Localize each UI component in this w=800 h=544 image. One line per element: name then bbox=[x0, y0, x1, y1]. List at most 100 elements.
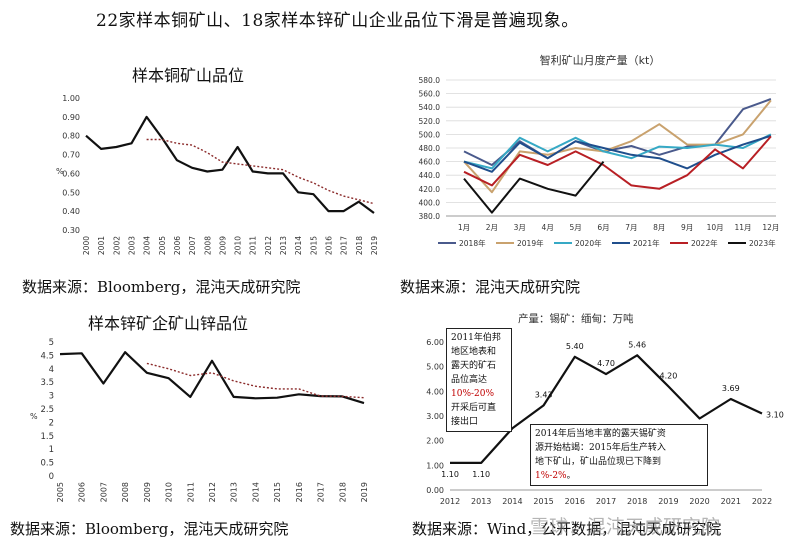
x-tick-label: 2021 bbox=[721, 497, 741, 506]
x-tick-label: 2016 bbox=[295, 482, 304, 502]
x-tick-label: 2011 bbox=[186, 482, 195, 502]
x-tick-label: 12月 bbox=[762, 223, 779, 232]
y-axis-label: % bbox=[56, 167, 64, 176]
x-tick-label: 2016 bbox=[565, 497, 585, 506]
y-axis-label: % bbox=[30, 412, 38, 421]
legend-label: 2019年 bbox=[517, 238, 544, 248]
y-tick-label: 0.80 bbox=[62, 132, 80, 141]
copper-grade-chart: 1.00 0.90 0.80 0.70 0.60 0.50 0.40 0.30% 2000 200… bbox=[56, 94, 379, 255]
watermark: 雪球：混沌天成研究院 bbox=[530, 516, 721, 538]
myanmar-tin-chart: 产量：锡矿：缅甸：万吨 6.00 5.00 4.00 3.00 2.00 1.00 0.00 2… bbox=[426, 312, 784, 506]
x-tick-label: 2016 bbox=[325, 236, 334, 255]
y-tick-label: 0.40 bbox=[62, 207, 80, 216]
x-tick-label: 4月 bbox=[542, 223, 554, 232]
x-tick-label: 2003 bbox=[127, 236, 136, 255]
headline: 22家样本铜矿山、18家样本锌矿山企业品位下滑是普遍现象。 bbox=[96, 11, 579, 31]
note1-line: 2011年伯邦 bbox=[451, 333, 501, 343]
x-tick-label: 2000 bbox=[82, 236, 91, 255]
x-tick-label: 2007 bbox=[99, 482, 108, 502]
y-tick-label: 0.70 bbox=[62, 151, 80, 160]
x-tick-label: 2005 bbox=[56, 482, 65, 502]
chart3-title: 样本锌矿企矿山锌品位 bbox=[88, 314, 249, 333]
note2-red: 1%-2% bbox=[535, 471, 567, 481]
x-tick-label: 2002 bbox=[112, 236, 121, 255]
series-line-2018年 bbox=[463, 98, 772, 166]
note1-line: 品位高达 bbox=[451, 375, 488, 385]
legend-label: 2022年 bbox=[691, 238, 718, 248]
x-tick-label: 2013 bbox=[471, 497, 491, 506]
x-tick-label: 2015 bbox=[273, 482, 282, 502]
x-tick-label: 9月 bbox=[681, 223, 693, 232]
source-2: 数据来源：混沌天成研究院 bbox=[400, 278, 581, 296]
note2-line: 源开始枯竭：2015年后生产转入 bbox=[535, 443, 666, 453]
y-tick-label: 1 bbox=[49, 445, 54, 455]
y-tick-label: 6.00 bbox=[426, 338, 444, 347]
x-tick-label: 2014 bbox=[502, 497, 522, 506]
note2-line: 2014年后当地丰富的露天锡矿资 bbox=[535, 429, 666, 439]
y-tick-label: 0.30 bbox=[62, 226, 80, 235]
source-4: 数据来源：Wind，公开数据，混沌天成研究院 bbox=[412, 520, 722, 538]
y-tick-label: 520.0 bbox=[419, 117, 441, 126]
x-tick-label: 2019 bbox=[658, 497, 678, 506]
x-tick-label: 2012 bbox=[264, 236, 273, 255]
chart1-title: 样本铜矿山品位 bbox=[132, 66, 245, 85]
x-tick-label: 2015 bbox=[533, 497, 553, 506]
data-label: 1.10 bbox=[441, 470, 459, 479]
y-tick-label: 0 bbox=[49, 472, 54, 482]
y-tick-label: 3.5 bbox=[40, 378, 54, 388]
x-tick-label: 2001 bbox=[97, 236, 106, 255]
series-line-2023年 bbox=[463, 160, 605, 214]
x-tick-label: 7月 bbox=[625, 223, 637, 232]
source-3: 数据来源：Bloomberg，混沌天成研究院 bbox=[10, 520, 289, 538]
series-line-2019年 bbox=[463, 99, 772, 194]
legend-label: 2021年 bbox=[633, 238, 660, 248]
x-tick-label: 2017 bbox=[340, 236, 349, 255]
x-tick-label: 5月 bbox=[569, 223, 581, 232]
y-tick-label: 4 bbox=[49, 365, 54, 375]
x-tick-label: 2009 bbox=[143, 482, 152, 502]
y-tick-label: 0.60 bbox=[62, 169, 80, 178]
x-tick-label: 2011 bbox=[249, 236, 258, 255]
y-tick-label: 500.0 bbox=[419, 130, 441, 139]
note1-red: 10%-20% bbox=[451, 389, 495, 399]
y-tick-label: 5.00 bbox=[426, 363, 444, 372]
legend-label: 2020年 bbox=[575, 238, 602, 248]
y-tick-label: 480.0 bbox=[419, 144, 441, 153]
x-tick-label: 6月 bbox=[597, 223, 609, 232]
x-tick-label: 2006 bbox=[78, 482, 87, 502]
legend-label: 2023年 bbox=[749, 238, 776, 248]
y-tick-label: 2.00 bbox=[426, 437, 444, 446]
x-tick-label: 2018 bbox=[627, 497, 647, 506]
y-tick-label: 540.0 bbox=[419, 103, 441, 112]
x-tick-label: 11月 bbox=[734, 223, 751, 232]
x-tick-label: 2月 bbox=[486, 223, 498, 232]
x-tick-label: 2008 bbox=[121, 482, 130, 502]
x-tick-label: 2019 bbox=[360, 482, 369, 502]
chart2-title: 智利矿山月度产量（kt） bbox=[540, 53, 661, 67]
y-tick-label: 560.0 bbox=[419, 90, 441, 99]
y-tick-label: 2.5 bbox=[40, 405, 54, 415]
data-label: 3.10 bbox=[766, 411, 784, 420]
x-tick-label: 2005 bbox=[158, 236, 167, 255]
y-tick-label: 1.00 bbox=[62, 94, 80, 103]
x-tick-label: 2013 bbox=[279, 236, 288, 255]
x-tick-label: 2018 bbox=[355, 236, 364, 255]
x-tick-label: 2008 bbox=[203, 236, 212, 255]
x-tick-label: 2014 bbox=[251, 482, 260, 502]
y-tick-label: 0.50 bbox=[62, 188, 80, 197]
y-tick-label: 0.90 bbox=[62, 113, 80, 122]
x-tick-label: 2010 bbox=[165, 482, 174, 502]
x-tick-label: 1月 bbox=[458, 223, 470, 232]
note2-tail: 。 bbox=[566, 471, 576, 481]
x-tick-label: 8月 bbox=[653, 223, 665, 232]
series-line-1 bbox=[146, 138, 375, 205]
x-tick-label: 2017 bbox=[596, 497, 616, 506]
y-tick-label: 1.00 bbox=[426, 461, 444, 470]
y-tick-label: 400.0 bbox=[419, 198, 441, 207]
chart4-title: 产量：锡矿：缅甸：万吨 bbox=[518, 312, 634, 325]
x-tick-label: 3月 bbox=[514, 223, 526, 232]
note1-line: 地区地表和 bbox=[451, 347, 497, 357]
series-line-2022年 bbox=[463, 135, 772, 190]
data-label: 4.20 bbox=[659, 371, 677, 380]
x-tick-label: 2014 bbox=[294, 236, 303, 255]
